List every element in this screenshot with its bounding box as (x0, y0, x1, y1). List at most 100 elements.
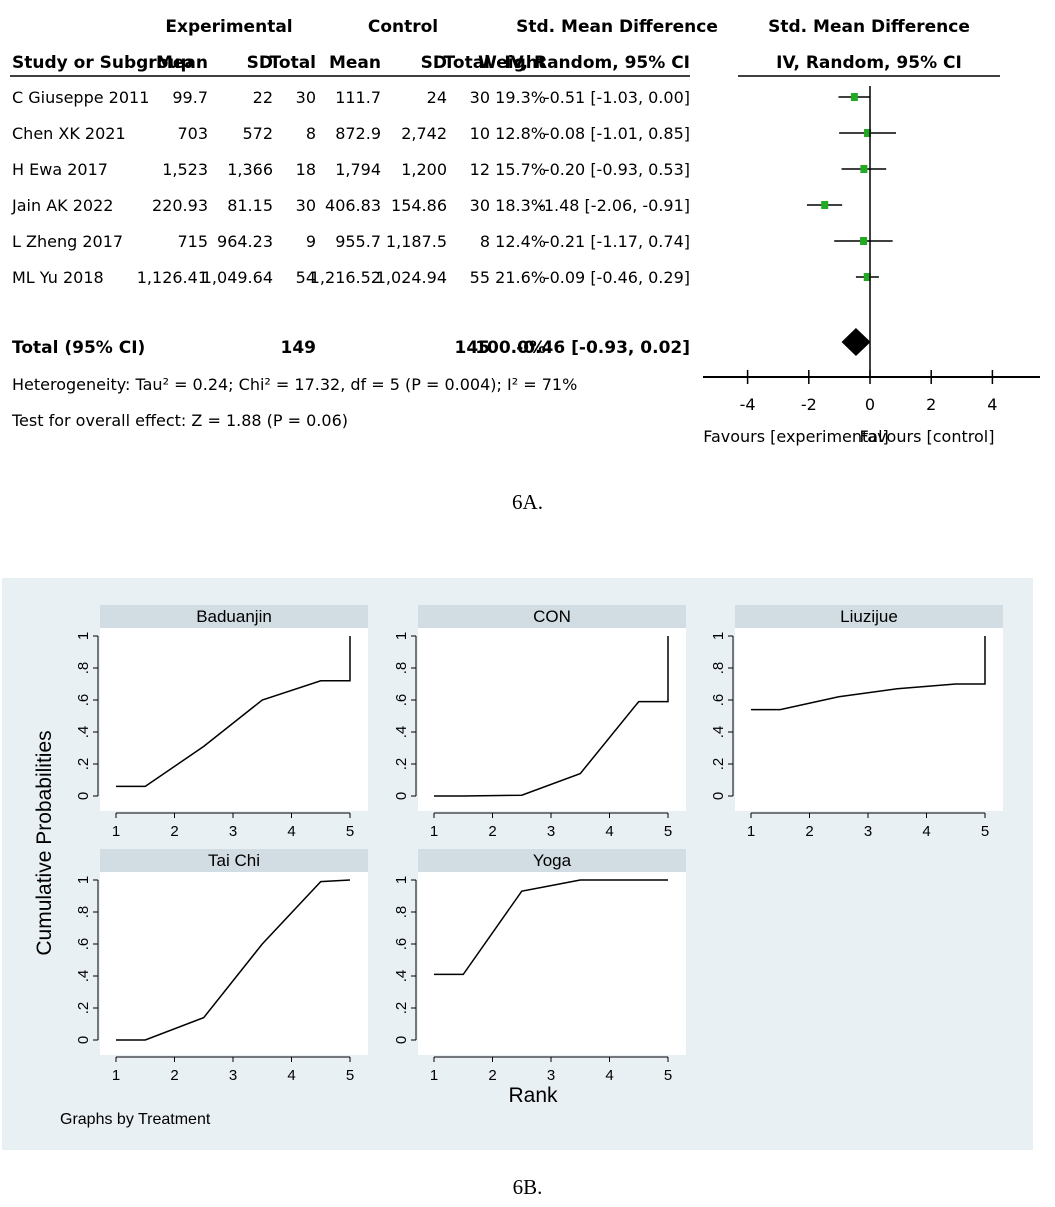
graphs-by-note: Graphs by Treatment (60, 1111, 211, 1128)
study-exp-total-cell: 54 (296, 268, 316, 287)
facet-yoga: Yoga 0 .2 .4 .6 .8 1 1 2 3 4 5 (393, 849, 686, 1084)
y-tick-label: 0 (393, 792, 410, 800)
x-tick-label: 5 (664, 1067, 672, 1084)
study-weight-cell: 19.3% (495, 88, 546, 107)
y-tick-label: .8 (393, 906, 410, 919)
facet-plot-area (418, 628, 686, 811)
overall-effect-text: Test for overall effect: Z = 1.88 (P = 0… (11, 411, 348, 430)
x-tick-label: 4 (605, 823, 613, 840)
study-weight-cell: 18.3% (495, 196, 546, 215)
study-ci-text-cell: -0.08 [-1.01, 0.85] (544, 124, 690, 143)
study-exp-sd-cell: 1,049.64 (202, 268, 273, 287)
header-smd: Std. Mean Difference (516, 17, 718, 37)
caption-6b: 6B. (512, 1175, 543, 1199)
facet-con: CON 0 .2 .4 .6 .8 1 1 2 3 4 5 (393, 605, 686, 840)
header-study: Study or Subgroup (12, 53, 193, 73)
study-ctrl-sd-cell: 24 (427, 88, 447, 107)
study-exp-sd-cell: 572 (242, 124, 273, 143)
point-estimate-square (850, 93, 858, 101)
y-tick-label: 1 (393, 632, 410, 640)
y-tick-label: .2 (75, 1002, 92, 1015)
forest-plot: Experimental Control Std. Mean Differenc… (10, 17, 1040, 446)
study-ctrl-mean-cell: 111.7 (335, 88, 381, 107)
x-tick-label: 2 (805, 823, 813, 840)
heterogeneity-text: Heterogeneity: Tau² = 0.24; Chi² = 17.32… (12, 375, 577, 394)
study-ctrl-total-cell: 30 (470, 88, 490, 107)
y-tick-label: .6 (75, 938, 92, 951)
x-tick-label: 5 (346, 823, 354, 840)
x-axis-label: Rank (508, 1084, 558, 1107)
total-ctrl: 145 (455, 338, 491, 358)
x-tick-label: 3 (229, 823, 237, 840)
x-tick-label: 3 (547, 823, 555, 840)
header-exp-total: Total (270, 53, 316, 73)
y-tick-label: 0 (393, 1036, 410, 1044)
facet-strip (735, 605, 1003, 628)
study-exp-total-cell: 8 (306, 124, 316, 143)
x-tick-label: 1 (430, 1067, 438, 1084)
x-tick-label: 1 (430, 823, 438, 840)
y-tick-label: .4 (393, 726, 410, 739)
y-tick-label: 0 (710, 792, 727, 800)
facet-title: Liuzijue (840, 607, 898, 626)
x-tick-label: 2 (488, 1067, 496, 1084)
y-tick-label: .4 (393, 970, 410, 983)
header-experimental: Experimental (165, 17, 292, 37)
study-exp-mean-cell: 220.93 (152, 196, 208, 215)
facet-plot-area (418, 872, 686, 1055)
study-ctrl-mean-cell: 872.9 (335, 124, 381, 143)
total-ci: -0.46 [-0.93, 0.02] (516, 338, 690, 358)
study-exp-total-cell: 9 (306, 232, 316, 251)
header-exp-sd: SD (247, 53, 273, 73)
caption-6a: 6A. (512, 490, 543, 514)
y-tick-label: 1 (393, 876, 410, 884)
y-axis-label: Cumulative Probabilities (33, 730, 56, 955)
header-exp-mean: Mean (156, 53, 208, 73)
rank-probability-panel: Baduanjin 0 .2 .4 .6 .8 1 1 2 3 4 5 CON 0 .2 .4 .6 .8 1 1 2 3… (2, 578, 1033, 1150)
cumulative-probability-line (434, 636, 669, 797)
y-tick-label: .8 (75, 906, 92, 919)
cumulative-probability-line (434, 879, 668, 976)
x-tick-label: 3 (547, 1067, 555, 1084)
y-tick-label: .2 (75, 758, 92, 771)
study-ctrl-mean-cell: 1,794 (335, 160, 381, 179)
study-ci-text-cell: -0.21 [-1.17, 0.74] (544, 232, 690, 251)
x-tick-label: 5 (664, 823, 672, 840)
favours-control: Favours [control] (860, 427, 995, 446)
study-exp-sd-cell: 81.15 (227, 196, 273, 215)
study-ctrl-total-cell: 30 (470, 196, 490, 215)
cumulative-probability-line (116, 636, 351, 788)
forest-tick-label: -4 (740, 395, 756, 414)
y-tick-label: 1 (710, 632, 727, 640)
facet-title: CON (533, 607, 571, 626)
x-tick-label: 1 (112, 1067, 120, 1084)
study-ci-text-cell: -0.20 [-0.93, 0.53] (544, 160, 690, 179)
y-tick-label: .6 (393, 938, 410, 951)
x-tick-label: 1 (112, 823, 120, 840)
header-control: Control (368, 17, 438, 37)
study-ctrl-total-cell: 10 (470, 124, 490, 143)
header-smd-sub: IV, Random, 95% CI (504, 53, 690, 73)
forest-tick-label: 2 (926, 395, 936, 414)
facet-tai-chi: Tai Chi 0 .2 .4 .6 .8 1 1 2 3 4 5 (75, 849, 368, 1084)
study-name-cell: C Giuseppe 2011 (12, 88, 149, 107)
study-ci-text-cell: -1.48 [-2.06, -0.91] (538, 196, 690, 215)
y-tick-label: .6 (393, 694, 410, 707)
forest-tick-label: -2 (801, 395, 817, 414)
forest-tick-label: 4 (987, 395, 997, 414)
facet-strip (100, 849, 368, 872)
x-tick-label: 3 (229, 1067, 237, 1084)
study-exp-sd-cell: 1,366 (227, 160, 273, 179)
header-ctrl-total: Total (444, 53, 490, 73)
header-ctrl-sd: SD (421, 53, 447, 73)
facet-plot-area (100, 872, 368, 1055)
favours-experimental: Favours [experimental] (703, 427, 889, 446)
total-label: Total (95% CI) (12, 338, 145, 358)
facet-plot-area (100, 628, 368, 811)
study-exp-mean-cell: 715 (177, 232, 208, 251)
facet-plot-area (735, 628, 1003, 811)
study-name-cell: Jain AK 2022 (11, 196, 113, 215)
y-tick-label: .8 (75, 662, 92, 675)
study-name-cell: H Ewa 2017 (12, 160, 108, 179)
study-exp-mean-cell: 99.7 (172, 88, 208, 107)
